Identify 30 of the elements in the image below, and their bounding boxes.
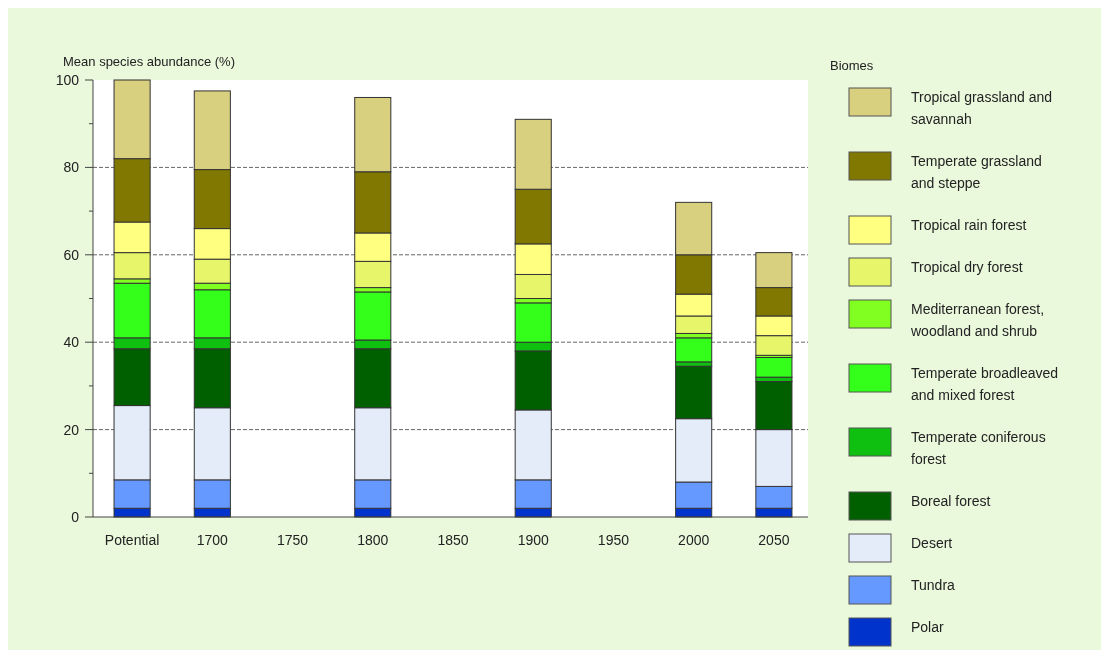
legend-label: Desert bbox=[911, 535, 953, 551]
legend-title: Biomes bbox=[830, 58, 874, 73]
y-tick-label: 60 bbox=[63, 246, 80, 263]
legend-label: Polar bbox=[911, 619, 945, 635]
y-axis-title: Mean species abundance (%) bbox=[63, 54, 235, 69]
bar bbox=[675, 337, 713, 363]
legend-label: Temperate grassland and steppe bbox=[911, 153, 1042, 191]
x-tick-label: 1700 bbox=[196, 532, 229, 548]
y-tick-label: 20 bbox=[63, 421, 80, 438]
x-tick-label: 2050 bbox=[758, 532, 790, 548]
legend-label: Temperate broadleaved and mixed forest bbox=[911, 365, 1059, 403]
y-tick-label: 80 bbox=[63, 159, 80, 176]
x-tick-label: 2000 bbox=[678, 532, 710, 548]
x-tick-label: 1800 bbox=[357, 532, 389, 548]
x-tick-label: 1900 bbox=[517, 532, 550, 548]
bar bbox=[755, 357, 793, 378]
legend-label: Tropical grassland and savannah bbox=[911, 89, 1053, 127]
y-tick-label: 40 bbox=[63, 334, 80, 351]
y-tick-label: 0 bbox=[71, 509, 80, 525]
x-tick-label: 1750 bbox=[276, 532, 309, 548]
x-tick-label: Potential bbox=[104, 532, 160, 548]
x-tick-label: 1850 bbox=[437, 532, 469, 548]
legend-label: Tropical rain forest bbox=[911, 217, 1027, 233]
legend-label: Tropical dry forest bbox=[911, 259, 1023, 275]
legend-label: Mediterranean forest, woodland and shrub bbox=[910, 301, 1045, 339]
y-tick-label: 100 bbox=[55, 72, 80, 88]
legend-label: Temperate coniferous forest bbox=[911, 429, 1046, 467]
legend-label: Tundra bbox=[911, 577, 956, 593]
x-tick-label: 1950 bbox=[597, 532, 630, 548]
legend-label: Boreal forest bbox=[911, 493, 991, 509]
